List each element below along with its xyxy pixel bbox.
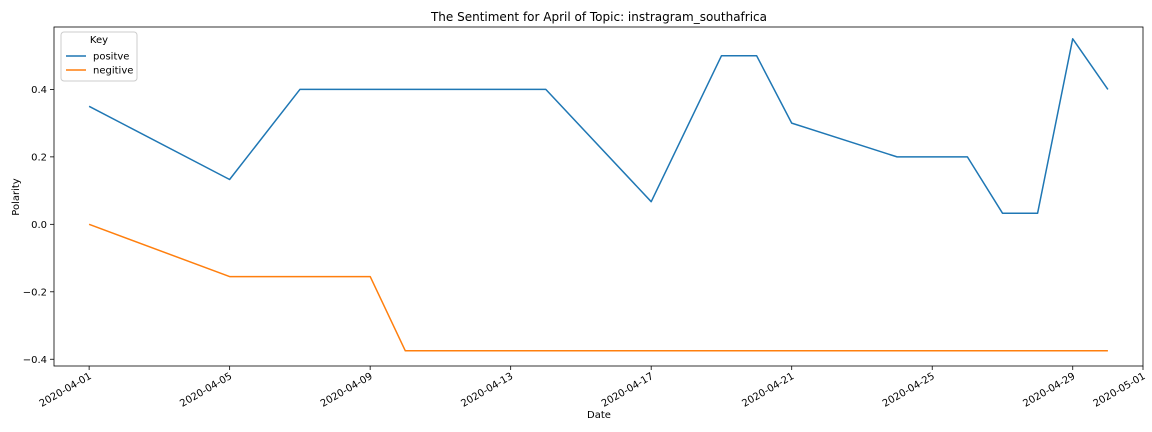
x-axis: 2020-04-01 2020-04-05 2020-04-09 2020-04-13… xyxy=(38,366,1148,410)
x-tick-label: 2020-04-29 xyxy=(1021,371,1077,410)
legend-title: Key xyxy=(90,35,108,46)
x-tick-label: 2020-04-13 xyxy=(459,371,515,410)
x-axis-label: Date xyxy=(587,410,611,421)
y-tick-label: −0.4 xyxy=(23,355,47,366)
x-tick-label: 2020-04-25 xyxy=(881,371,937,410)
legend: Key positve negitive xyxy=(60,31,138,82)
y-tick-label: −0.2 xyxy=(23,287,47,298)
legend-box xyxy=(60,31,138,82)
y-tick-label: 0.2 xyxy=(31,152,47,163)
y-tick-label: 0.4 xyxy=(31,85,47,96)
x-tick-label: 2020-05-01 xyxy=(1092,371,1148,410)
x-tick-label: 2020-04-01 xyxy=(38,371,94,410)
x-tick-label: 2020-04-09 xyxy=(319,371,375,410)
y-tick-label: 0.0 xyxy=(31,220,47,231)
y-axis-label: Polarity xyxy=(11,178,22,216)
series-layer xyxy=(88,38,1109,352)
plot-frame xyxy=(53,26,1144,367)
chart-title: The Sentiment for April of Topic: instra… xyxy=(430,10,767,24)
x-tick-label: 2020-04-21 xyxy=(740,371,796,410)
series-line-negitive xyxy=(88,223,1108,352)
legend-label-positve: positve xyxy=(93,52,129,63)
y-axis: −0.4 −0.2 0.0 0.2 0.4 xyxy=(23,85,54,366)
series-line-positve xyxy=(88,38,1109,214)
legend-label-negitive: negitive xyxy=(93,66,133,77)
x-tick-label: 2020-04-05 xyxy=(178,371,234,410)
x-tick-label: 2020-04-17 xyxy=(600,371,656,410)
